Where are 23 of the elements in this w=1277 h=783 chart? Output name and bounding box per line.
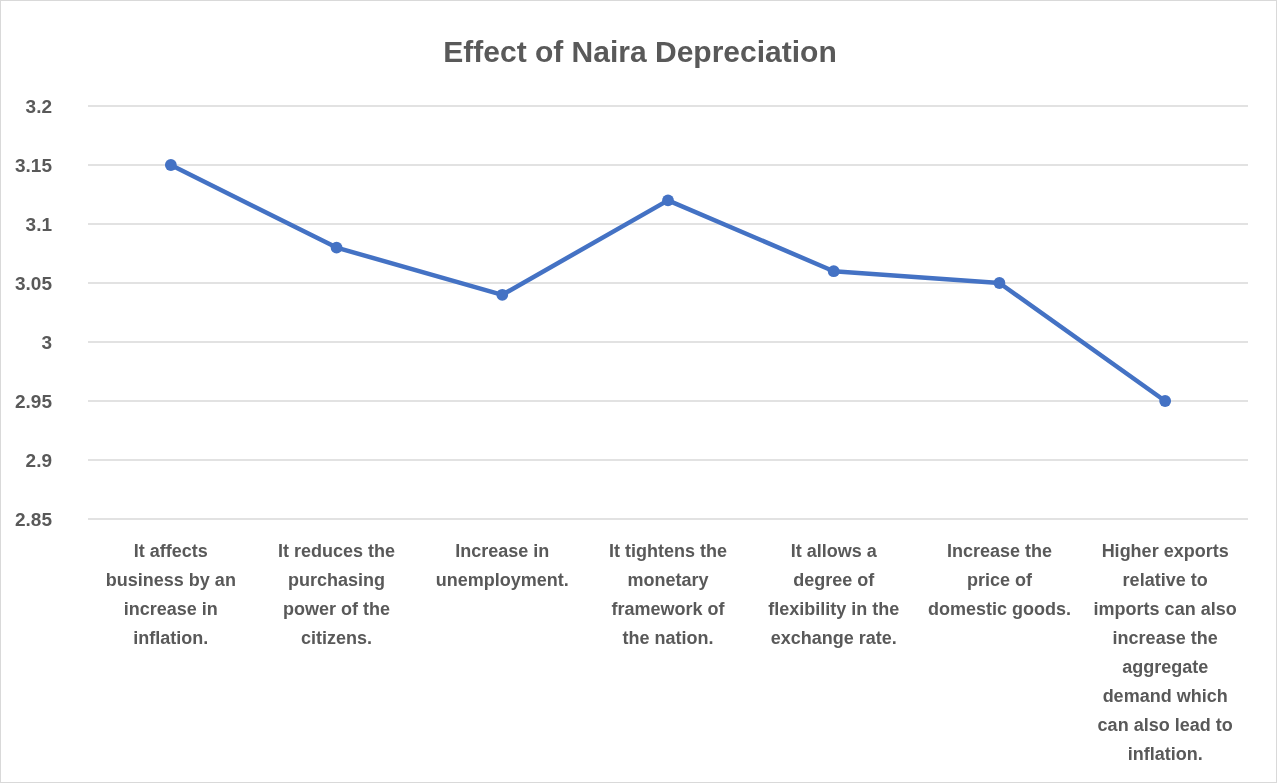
- point: [993, 277, 1006, 289]
- x-tick-label: It allows a degree of flexibility in the exchange rate.: [768, 541, 900, 648]
- y-tick-label: 2.9: [25, 449, 52, 471]
- y-tick-label: 2.95: [15, 390, 53, 412]
- y-tick-label: 3.05: [15, 272, 53, 294]
- x-tick-label: Increase the price of domestic goods.: [927, 541, 1071, 619]
- x-tick-label: It tightens the monetary framework of the nation.: [609, 541, 727, 648]
- y-tick-label: 3: [41, 331, 52, 353]
- y-tick-label: 3.1: [25, 213, 53, 235]
- x-tick-label: It reduces the purchasing power of the citizens.: [278, 541, 396, 648]
- x-tick-label: It affects business by an increase in inflation.: [105, 541, 236, 648]
- chart-title: Effect of Naira Depreciation: [443, 35, 837, 68]
- point: [330, 241, 343, 254]
- x-tick-label: Higher exports relative to imports can also increase the aggregate demand which can also lead to inflation.: [1093, 541, 1237, 764]
- y-tick-label: 2.85: [15, 508, 53, 530]
- point: [164, 159, 177, 171]
- y-tick-label: 3.2: [25, 95, 52, 117]
- y-tick-label: 3.15: [15, 154, 53, 176]
- point: [496, 288, 509, 301]
- x-tick-label: Increase in unemployment.: [435, 541, 569, 590]
- point: [662, 194, 674, 207]
- point: [1159, 395, 1172, 407]
- point: [827, 265, 840, 278]
